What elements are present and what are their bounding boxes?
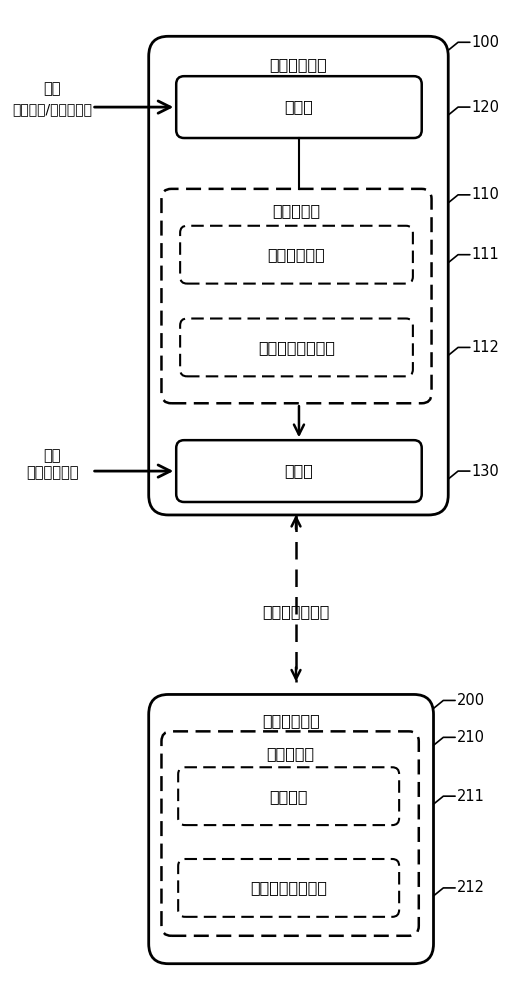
Text: 获得: 获得 — [44, 82, 61, 97]
FancyBboxPatch shape — [176, 76, 422, 138]
FancyBboxPatch shape — [176, 440, 422, 502]
Text: 112: 112 — [472, 340, 500, 355]
Text: 第二图像识别模块: 第二图像识别模块 — [250, 880, 327, 895]
Text: 110: 110 — [472, 187, 500, 202]
FancyBboxPatch shape — [180, 226, 413, 284]
FancyBboxPatch shape — [180, 319, 413, 376]
FancyBboxPatch shape — [178, 767, 399, 825]
Text: 130: 130 — [472, 464, 499, 479]
Text: 指令响应模块: 指令响应模块 — [268, 247, 325, 262]
Text: 第二智能终端: 第二智能终端 — [262, 713, 320, 728]
FancyBboxPatch shape — [161, 731, 419, 936]
FancyBboxPatch shape — [178, 859, 399, 917]
Text: 第一客户端: 第一客户端 — [272, 203, 320, 218]
FancyBboxPatch shape — [149, 36, 448, 515]
Text: 指令模块: 指令模块 — [269, 789, 308, 804]
Text: 麦克风: 麦克风 — [284, 464, 313, 479]
Text: 111: 111 — [472, 247, 499, 262]
Text: 实时图像/实时视频流: 实时图像/实时视频流 — [13, 102, 92, 116]
Text: 实时环境声音: 实时环境声音 — [26, 466, 79, 481]
Text: 短距离无线通讯: 短距离无线通讯 — [262, 604, 330, 619]
Text: 获得: 获得 — [44, 449, 61, 464]
Text: 第二客户端: 第二客户端 — [266, 746, 314, 761]
FancyBboxPatch shape — [149, 694, 433, 964]
Text: 120: 120 — [472, 100, 500, 115]
Text: 第一智能终端: 第一智能终端 — [270, 57, 328, 72]
FancyBboxPatch shape — [161, 189, 431, 403]
Text: 100: 100 — [472, 35, 500, 50]
Text: 210: 210 — [457, 730, 485, 745]
Text: 摄像头: 摄像头 — [284, 100, 313, 115]
Text: 212: 212 — [457, 880, 485, 895]
Text: 200: 200 — [457, 693, 485, 708]
Text: 第一图像识别模块: 第一图像识别模块 — [258, 340, 335, 355]
Text: 211: 211 — [457, 789, 485, 804]
